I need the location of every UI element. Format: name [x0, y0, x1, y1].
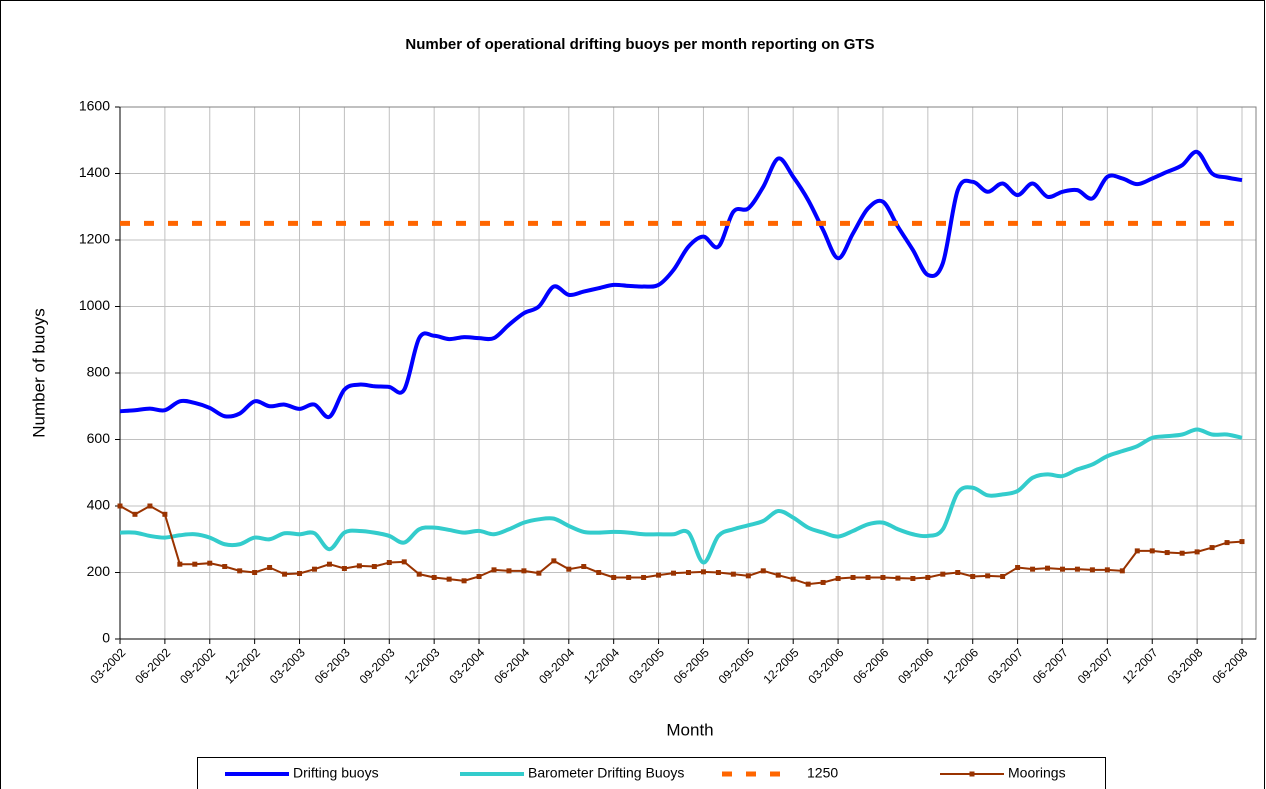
legend-label: Moorings — [1008, 765, 1066, 781]
series-marker — [1000, 573, 1006, 579]
series-marker — [1149, 548, 1155, 554]
y-tick-label: 200 — [87, 563, 111, 579]
series-marker — [566, 566, 572, 572]
series-marker — [1209, 545, 1215, 551]
series-marker — [835, 575, 841, 581]
series-marker — [745, 573, 751, 579]
series-marker — [1119, 568, 1125, 574]
legend-label: 1250 — [807, 765, 838, 781]
series-marker — [700, 569, 706, 575]
series-marker — [132, 511, 138, 517]
legend-label: Drifting buoys — [293, 765, 379, 781]
series-marker — [820, 579, 826, 585]
series-marker — [446, 576, 452, 582]
y-tick-label: 1000 — [79, 297, 110, 313]
series-marker — [207, 560, 213, 566]
series-marker — [790, 576, 796, 582]
series-line — [119, 504, 1243, 586]
series-marker — [521, 568, 527, 574]
y-axis-label: Number of buoys — [29, 308, 48, 437]
series-marker — [775, 572, 781, 578]
y-tick-label: 400 — [87, 497, 111, 513]
series-marker — [1045, 565, 1051, 571]
series-marker — [1104, 567, 1110, 573]
series-marker — [192, 561, 198, 567]
series-marker — [267, 565, 273, 571]
y-tick-label: 600 — [87, 430, 111, 446]
series-marker — [311, 566, 317, 572]
series-marker — [641, 574, 647, 580]
series-marker — [386, 560, 392, 566]
series-marker — [1134, 548, 1140, 554]
y-tick-label: 0 — [102, 630, 110, 646]
series-marker — [1089, 567, 1095, 573]
series-marker — [596, 570, 602, 575]
y-tick-label: 1200 — [79, 231, 110, 247]
series-marker — [865, 574, 871, 580]
series-marker — [850, 574, 856, 580]
y-tick-label: 1400 — [79, 164, 110, 180]
series-marker — [760, 568, 766, 574]
series-marker — [925, 574, 931, 580]
series-marker — [341, 566, 347, 572]
series-marker — [805, 581, 811, 587]
series-marker — [416, 571, 422, 577]
series-marker — [910, 575, 916, 581]
series-marker — [940, 571, 946, 577]
series-marker — [1164, 550, 1170, 556]
series-marker — [147, 503, 153, 509]
series-marker — [581, 564, 587, 570]
series-marker — [117, 503, 123, 509]
series-marker — [162, 511, 168, 517]
series-marker — [401, 559, 407, 565]
y-tick-label: 1600 — [79, 98, 110, 114]
series-marker — [970, 573, 976, 579]
series-marker — [506, 568, 512, 574]
series-marker — [536, 570, 542, 576]
series-marker — [611, 574, 617, 580]
series-marker — [476, 573, 482, 579]
series-marker — [895, 575, 901, 581]
series-marker — [685, 570, 691, 575]
series-marker — [1074, 566, 1080, 572]
series-marker — [491, 567, 497, 573]
series-line — [119, 149, 1243, 420]
series-marker — [222, 564, 228, 570]
series-marker — [1030, 566, 1036, 572]
series-marker — [880, 574, 886, 580]
series-marker — [297, 570, 303, 576]
series-marker — [955, 570, 961, 575]
series-marker — [1179, 550, 1185, 556]
series-marker — [730, 571, 736, 577]
series-marker — [177, 561, 183, 567]
legend-marker — [969, 771, 975, 777]
series-marker — [371, 564, 377, 570]
series-marker — [1194, 549, 1200, 555]
series-marker — [656, 572, 662, 578]
series-line — [119, 427, 1243, 565]
series-marker — [551, 558, 557, 564]
y-tick-label: 800 — [87, 364, 111, 380]
series-marker — [715, 570, 721, 575]
series-marker — [985, 573, 991, 579]
series-marker — [1059, 566, 1065, 572]
series-marker — [252, 570, 258, 575]
series-marker — [461, 578, 467, 584]
series-marker — [326, 561, 332, 567]
series-marker — [1224, 540, 1230, 546]
series-marker — [237, 568, 243, 574]
series-marker — [1015, 565, 1021, 571]
series-marker — [356, 563, 362, 569]
series-marker — [1239, 539, 1245, 545]
series-marker — [431, 574, 437, 580]
series-marker — [626, 574, 632, 580]
series-marker — [671, 570, 677, 576]
series-marker — [282, 571, 288, 577]
x-axis-label: Month — [666, 720, 713, 739]
legend-label: Barometer Drifting Buoys — [528, 765, 684, 781]
chart-title: Number of operational drifting buoys per… — [405, 36, 874, 53]
